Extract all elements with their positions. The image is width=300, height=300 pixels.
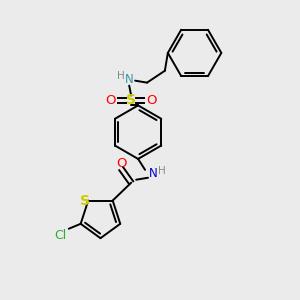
Text: S: S [80,194,90,208]
Text: N: N [148,167,157,180]
Text: O: O [116,158,127,170]
Text: S: S [126,94,136,107]
Text: O: O [105,94,116,107]
Text: H: H [117,71,125,81]
Text: H: H [158,166,166,176]
Text: Cl: Cl [55,229,67,242]
Text: N: N [125,73,134,86]
Text: O: O [147,94,157,107]
